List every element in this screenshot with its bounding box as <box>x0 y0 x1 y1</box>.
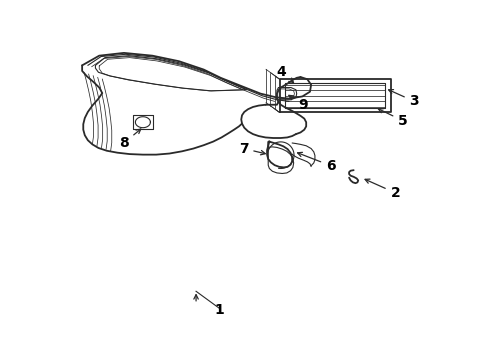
Text: 5: 5 <box>378 109 408 128</box>
Text: 9: 9 <box>289 95 308 112</box>
Text: 6: 6 <box>297 152 336 173</box>
Text: 2: 2 <box>365 179 400 200</box>
Text: 7: 7 <box>239 141 265 156</box>
Text: 1: 1 <box>214 303 224 317</box>
Text: 4: 4 <box>277 65 294 82</box>
Text: 8: 8 <box>119 129 141 150</box>
Text: 3: 3 <box>389 90 419 108</box>
